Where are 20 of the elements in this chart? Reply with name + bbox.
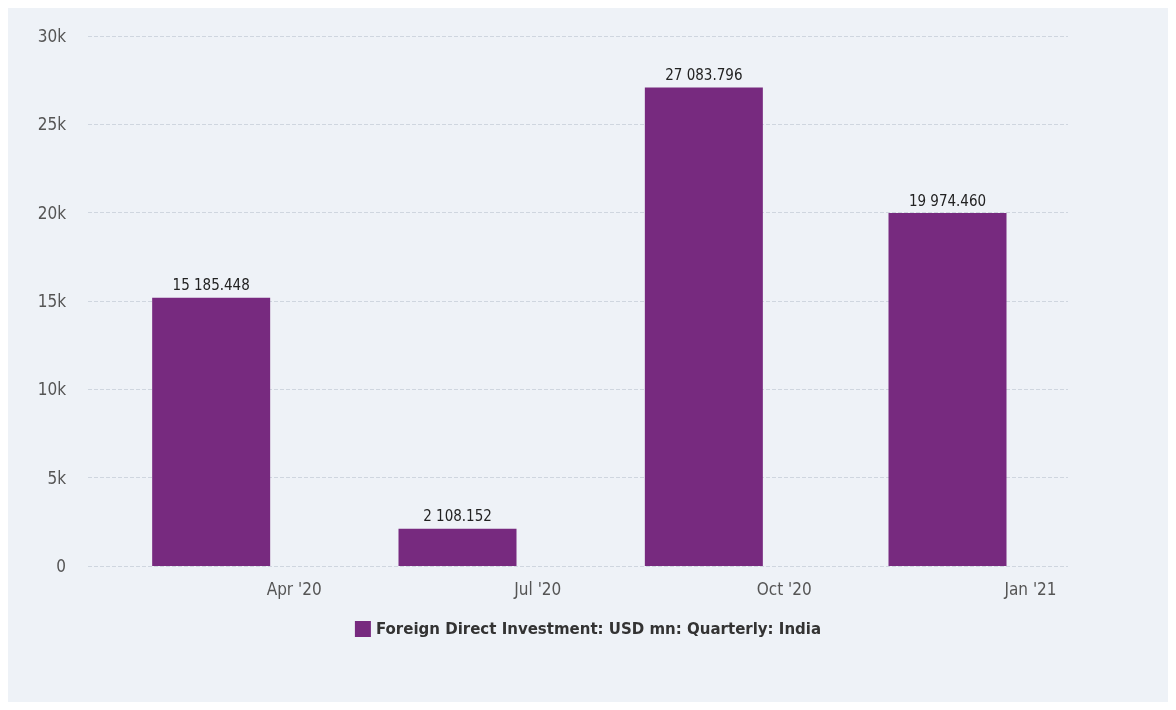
y-tick-label: 10k — [37, 379, 67, 400]
bar — [644, 87, 763, 566]
data-label: 27 083.796 — [665, 66, 743, 85]
bar — [398, 528, 517, 566]
x-tick-label: Jan '21 — [1003, 578, 1057, 599]
x-tick-label: Oct '20 — [756, 578, 812, 599]
y-tick-label: 20k — [37, 202, 67, 223]
y-tick-label: 0 — [56, 556, 66, 576]
y-tick-label: 15k — [37, 291, 67, 311]
data-label: 15 185.448 — [172, 276, 250, 295]
data-label: 19 974.460 — [908, 191, 987, 210]
bar — [888, 213, 1007, 566]
legend-label: Foreign Direct Investment: USD mn: Quarterly: India — [375, 620, 822, 638]
bar — [152, 297, 271, 566]
y-tick-label: 30k — [37, 26, 67, 46]
y-tick-label: 25k — [37, 114, 67, 135]
x-tick-label: Jul '20 — [513, 578, 562, 599]
y-tick-label: 5k — [47, 467, 67, 488]
data-label: 2 108.152 — [423, 507, 492, 526]
x-tick-label: Apr '20 — [266, 578, 322, 599]
